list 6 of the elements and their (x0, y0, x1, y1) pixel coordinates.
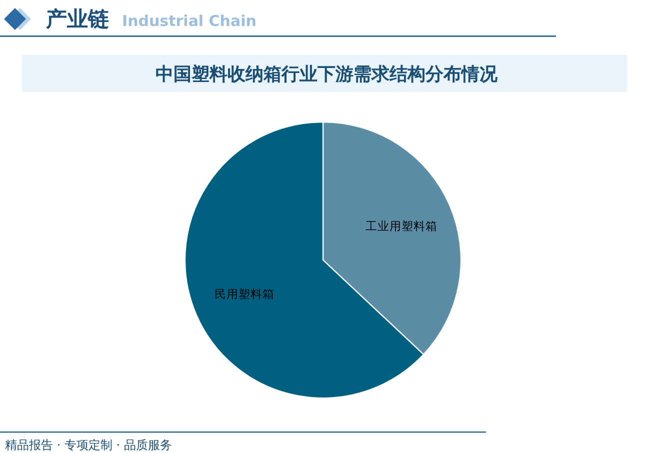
text: 精品报告 · 专项定制 · 品质服务 (5, 438, 172, 452)
text: Industrial Chain (122, 12, 256, 30)
text: 产业链 (45, 6, 110, 31)
chart-title: 中国塑料收纳箱行业下游需求结构分布情况 (156, 64, 498, 85)
slice-label: 工业用塑料箱 (366, 219, 438, 234)
slice-label: 民用塑料箱 (214, 286, 274, 301)
